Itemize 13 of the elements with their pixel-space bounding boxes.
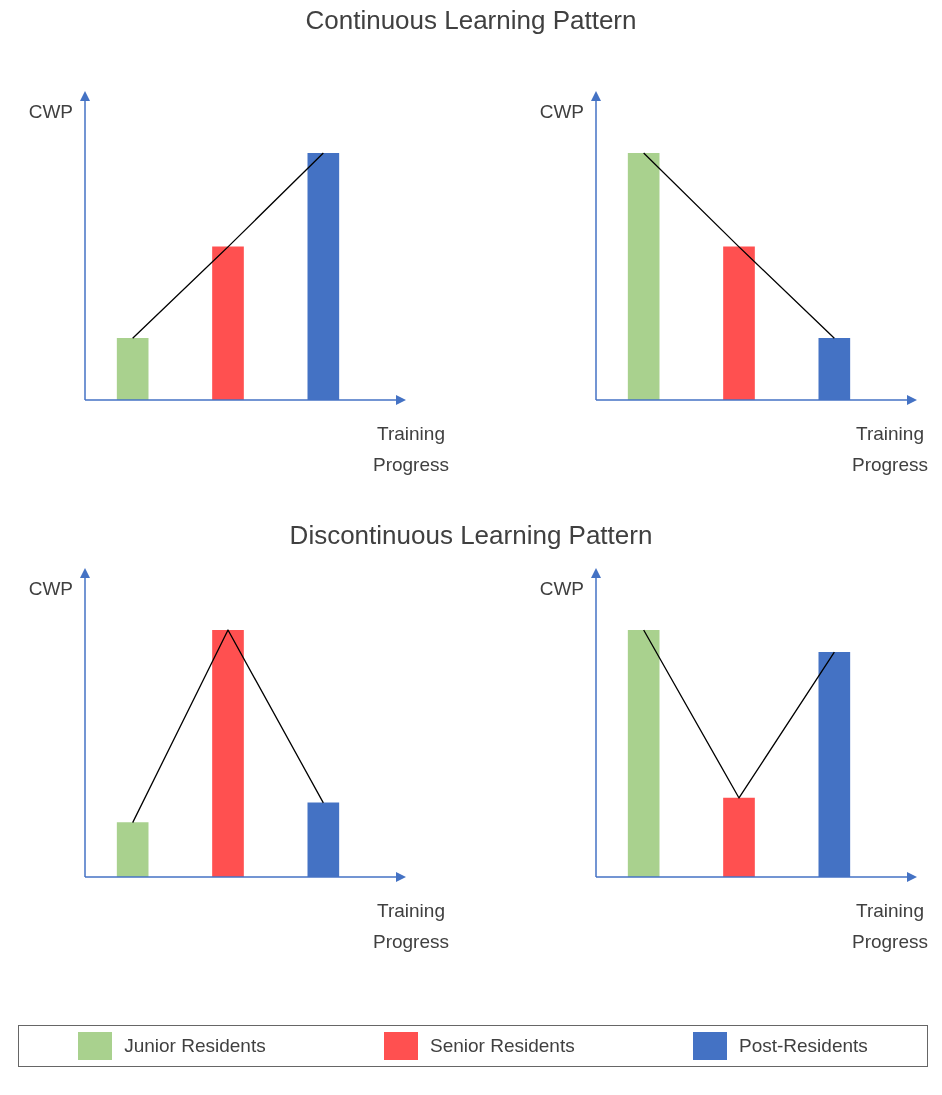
category-label: Post-Residents	[738, 1035, 868, 1057]
y-axis-title: CWP	[28, 578, 73, 600]
x-axis-title: Training Progress	[851, 423, 929, 476]
category-label: Senior Residents	[429, 1035, 575, 1057]
y-axis-title: CWP	[539, 101, 584, 123]
text: Discontinuous Learning Pattern	[288, 520, 654, 551]
x-axis-title: Training Progress	[851, 900, 929, 953]
x-axis-title: Training Progress	[372, 423, 450, 476]
y-axis-title: CWP	[539, 578, 584, 600]
category-label: Junior Residents	[124, 1035, 266, 1057]
x-axis-title: Training Progress	[372, 900, 450, 953]
y-axis-title: CWP	[28, 101, 73, 123]
text: Continuous Learning Pattern	[304, 5, 638, 36]
